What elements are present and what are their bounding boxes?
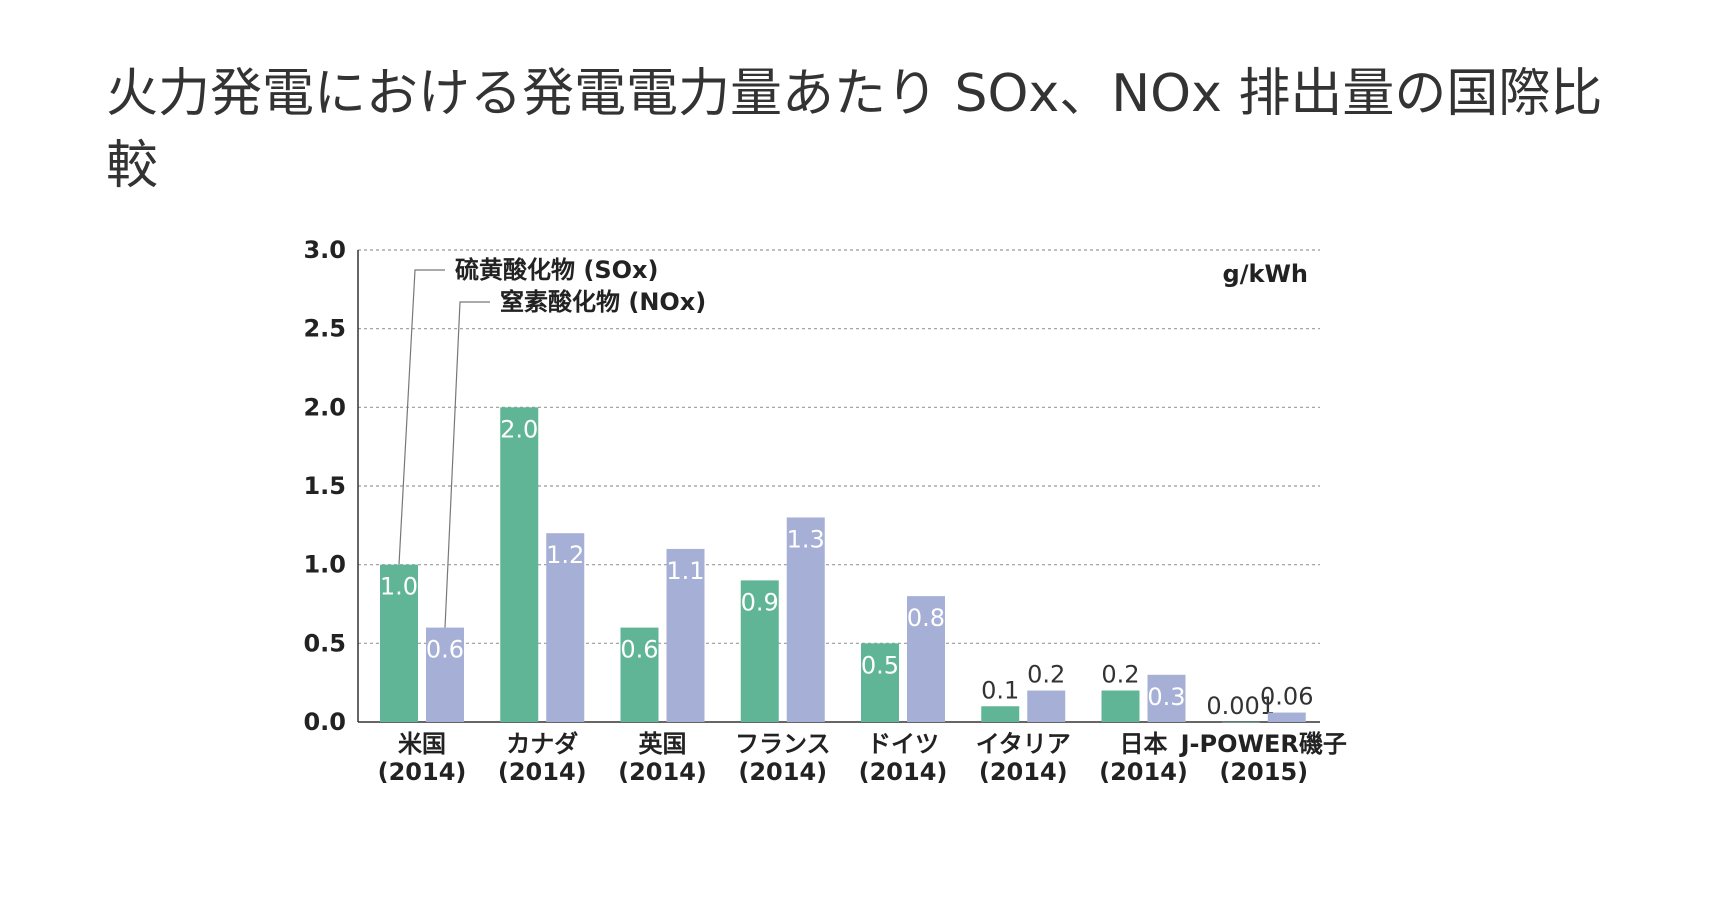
y-tick-label: 1.0 [303,551,346,579]
category-year: (2014) [738,758,827,786]
bar-nox [666,548,705,722]
page-title: 火力発電における発電電力量あたり SOx、NOx 排出量の国際比較 [106,64,1603,196]
bar-nox [426,627,464,722]
category-label: 英国 [639,730,687,758]
data-label: 0.1 [981,676,1019,704]
data-label: 2.0 [500,415,538,443]
legend-leader-line [398,269,445,565]
data-label: 0.8 [907,604,945,632]
y-tick-label: 2.0 [303,393,346,421]
chart-canvas: 0.0 0.5 1.0 1.5 2.0 2.5 3.0 1.0 2.0 0.6 0.9 0.5 0.1 0… [303,240,1347,786]
data-label: 0.001 [1206,692,1275,720]
bar-sox [740,580,779,722]
category-year: (2014) [1099,758,1188,786]
legend-label-sox: 硫黄酸化物 (SOx) [455,256,658,284]
bar-sox [981,706,1020,722]
category-label: 日本 [1120,730,1168,758]
bar-nox [1147,674,1186,722]
y-tick-label: 2.5 [303,315,346,343]
category-year: (2015) [1219,758,1308,786]
data-label: 0.2 [1027,661,1065,689]
y-tick-label: 1.5 [303,472,346,500]
bar-sox [1221,721,1260,723]
bar-nox [546,533,585,722]
category-label: カナダ [506,730,578,758]
category-year: (2014) [979,758,1068,786]
category-year: (2014) [859,758,948,786]
data-label: 1.0 [380,573,418,601]
bar-sox [620,627,659,722]
category-label: ドイツ [867,730,939,758]
data-label: 0.2 [1101,661,1139,689]
legend-leader-line [444,301,490,628]
bar-sox [1101,690,1140,722]
data-label: 0.5 [861,651,899,679]
data-label: 0.6 [426,636,464,664]
y-tick-label: 0.5 [303,629,346,657]
emissions-bar-chart: 0.0 0.5 1.0 1.5 2.0 2.5 3.0 1.0 2.0 0.6 0.9 0.5 0.1 0… [300,240,1450,880]
bar-sox [861,643,899,722]
category-year: (2014) [378,758,467,786]
bar-nox [1027,690,1066,722]
category-year: (2014) [618,758,707,786]
data-label: 0.9 [741,588,779,616]
legend-label-nox: 窒素酸化物 (NOx) [500,288,706,316]
bar-nox [907,596,945,722]
y-tick-label: 3.0 [303,240,346,264]
category-year: (2014) [498,758,587,786]
bar-nox [786,517,825,722]
bar-sox [380,564,418,722]
category-label: J-POWER磯子 [1179,730,1347,758]
data-label: 1.1 [666,557,704,585]
data-label: 1.3 [787,525,825,553]
y-tick-label: 0.0 [303,708,346,736]
category-label: 米国 [398,730,446,758]
data-label: 0.3 [1147,683,1185,711]
unit-label: g/kWh [1223,260,1308,288]
data-label: 0.6 [620,636,658,664]
data-label: 0.06 [1260,683,1313,711]
bar-sox [500,407,539,722]
data-label: 1.2 [546,541,584,569]
bar-nox [1267,712,1306,722]
category-label: イタリア [976,730,1071,758]
category-label: フランス [735,730,831,758]
